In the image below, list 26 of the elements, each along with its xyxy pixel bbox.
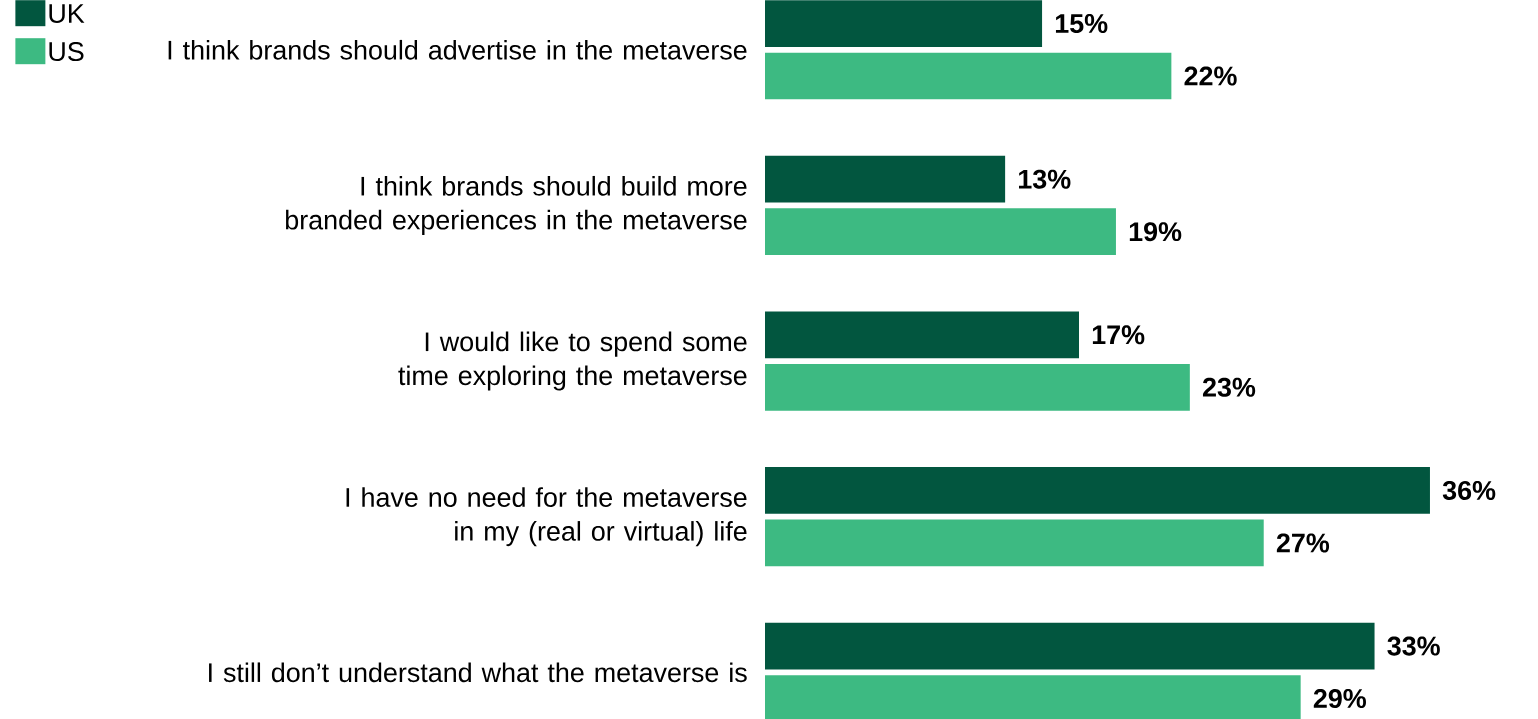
data-label: 19% <box>1129 222 1182 242</box>
bar <box>765 467 1430 514</box>
legend-label: UK <box>49 4 85 23</box>
y-tick-label: I think brands should advertise in the metaverse <box>168 39 747 60</box>
bar <box>765 311 1080 359</box>
legend-label: US <box>49 42 84 62</box>
data-label: 33% <box>1387 636 1440 656</box>
y-tick-label: I have no need for the metaverse in my (real or virtual) life <box>346 487 747 547</box>
y-tick-label: I still don’t understand what the metaverse is <box>209 662 747 683</box>
data-label: 17% <box>1092 325 1145 345</box>
y-tick-label: I think brands should build more branded experiences in the metaverse <box>286 175 747 235</box>
bar <box>765 0 1043 47</box>
data-label: 27% <box>1276 533 1330 553</box>
data-label: 22% <box>1184 66 1237 86</box>
bar <box>765 519 1264 567</box>
bar <box>765 155 1006 203</box>
data-label: 15% <box>1055 14 1108 34</box>
data-label: 29% <box>1313 689 1366 709</box>
bar <box>765 208 1116 255</box>
y-tick-label: I would like to spend some time exploring the metaverse <box>398 331 747 391</box>
data-label: 13% <box>1019 169 1071 189</box>
bar <box>765 52 1172 100</box>
data-label: 23% <box>1202 377 1256 397</box>
bar <box>765 363 1190 411</box>
data-label: 36% <box>1442 480 1496 500</box>
bar <box>765 622 1375 670</box>
